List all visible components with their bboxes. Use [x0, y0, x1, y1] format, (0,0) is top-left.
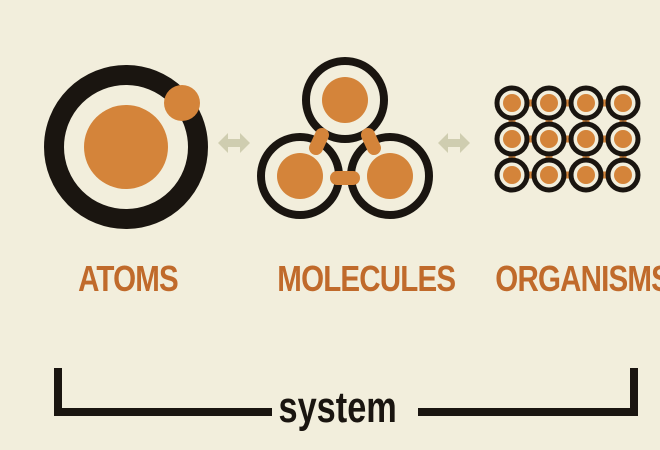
organism-atom-core: [503, 130, 521, 148]
organism-atom-core: [577, 166, 595, 184]
molecule-icon: [257, 57, 433, 219]
organism-atom-core: [540, 130, 558, 148]
system-bracket: [54, 368, 638, 416]
organism-atom-core: [614, 130, 632, 148]
atom-icon: [44, 65, 208, 229]
organism-atom-core: [503, 166, 521, 184]
organism-atom-core: [503, 94, 521, 112]
organism-icon: [494, 85, 641, 193]
organism-atom-core: [614, 94, 632, 112]
organism-atom-core: [577, 94, 595, 112]
label-atoms: ATOMS: [78, 258, 179, 299]
label-organisms: ORGANISMS: [495, 258, 660, 299]
system-label: system: [278, 383, 397, 432]
double-arrow-icon: [438, 133, 470, 153]
organism-atom-core: [540, 166, 558, 184]
label-molecules: MOLECULES: [277, 258, 456, 299]
double-arrow-icon: [218, 133, 250, 153]
organism-atom-core: [540, 94, 558, 112]
organism-atom-core: [614, 166, 632, 184]
organism-atom-core: [577, 130, 595, 148]
